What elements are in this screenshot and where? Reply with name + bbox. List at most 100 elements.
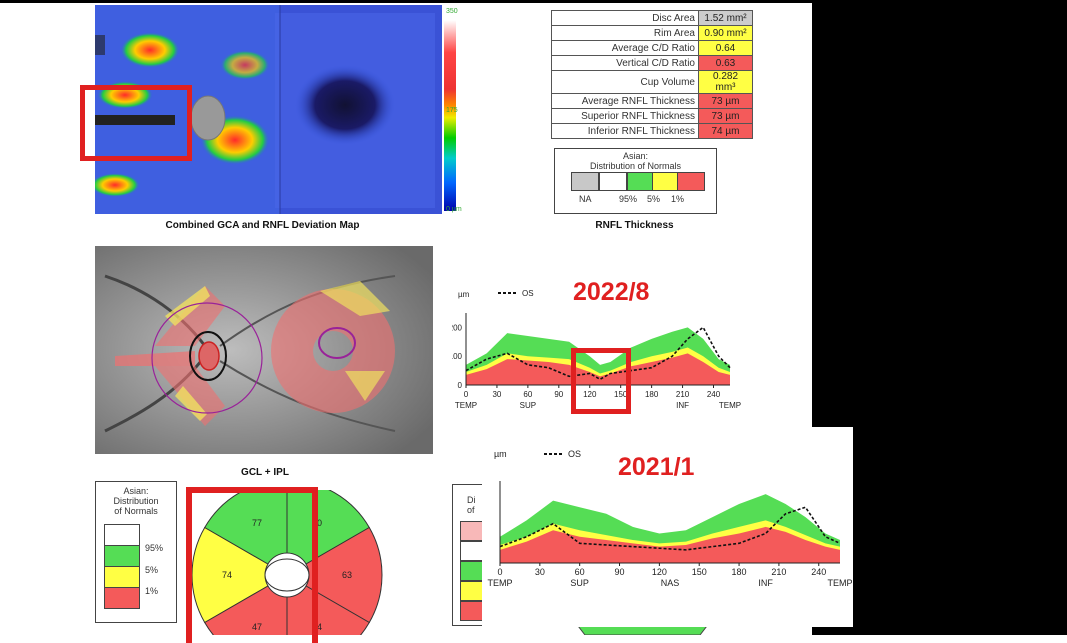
legend-os-label: OS xyxy=(568,449,581,459)
rnfl-row-value: 1.52 mm² xyxy=(698,10,753,26)
x-region-label: TEMP xyxy=(455,401,477,410)
x-tick-label: 240 xyxy=(707,390,721,399)
y-unit-label: µm xyxy=(494,449,507,459)
date-label-2022: 2022/8 xyxy=(573,278,650,306)
gcl-label-5: 5% xyxy=(145,565,159,575)
rnfl-row-label: Inferior RNFL Thickness xyxy=(551,123,699,139)
gcl-sector-value: 63 xyxy=(342,570,352,580)
rnfl-row-label: Average C/D Ratio xyxy=(551,40,699,56)
x-tick-label: 180 xyxy=(732,567,747,577)
gcl-sector-value: 47 xyxy=(252,622,262,632)
rnfl-row-value: 0.63 xyxy=(698,55,753,71)
x-tick-label: 240 xyxy=(811,567,826,577)
os-series-line xyxy=(499,506,841,551)
rnfl-row-label: Average RNFL Thickness xyxy=(551,93,699,109)
x-region-label: SUP xyxy=(570,578,589,588)
x-region-label: TEMP xyxy=(487,578,512,588)
x-tick-label: 90 xyxy=(554,390,563,399)
deviation-map-highlight-box xyxy=(80,85,192,161)
gcl-swatch-white xyxy=(104,524,140,546)
x-region-label: TEMP xyxy=(719,401,741,410)
x-tick-label: 30 xyxy=(535,567,545,577)
legend-label-na: NA xyxy=(579,194,592,204)
x-region-label: INF xyxy=(676,401,689,410)
gcl-swatch-green xyxy=(104,545,140,567)
gcl-center-hole xyxy=(264,558,310,592)
y-tick-label: 200 xyxy=(452,323,463,332)
swatch-5 xyxy=(627,172,653,191)
rnfl-row-value: 74 µm xyxy=(698,123,753,139)
table-row: Vertical C/D Ratio 0.63 xyxy=(551,55,753,71)
red-band xyxy=(500,526,840,563)
x-tick-label: 180 xyxy=(645,390,659,399)
table-row: Superior RNFL Thickness 73 µm xyxy=(551,108,753,124)
right-black-panel xyxy=(812,3,1067,635)
partial-legend-of: of xyxy=(467,505,475,515)
deviation-map xyxy=(95,5,442,214)
os-series-line xyxy=(465,326,731,381)
rnfl-chart-2022: 0 30 60 90 120 150 180 210 240 0 100 200 TEMP SUP INF T… xyxy=(449,283,742,413)
table-row: Cup Volume 0.282 mm³ xyxy=(551,70,753,94)
swatch-95 xyxy=(599,172,627,191)
rnfl-parameters-table: Disc Area 1.52 mm² Rim Area 0.90 mm² Average… xyxy=(551,10,753,139)
legend-os-label: OS xyxy=(522,289,534,298)
gcl-sector-value: 74 xyxy=(222,570,232,580)
rnfl-legend: Asian: Distribution of Normals NA 95% 5%… xyxy=(554,148,717,214)
top-black-bar xyxy=(0,0,1067,3)
x-tick-label: 150 xyxy=(614,390,628,399)
x-tick-label: 0 xyxy=(497,567,502,577)
x-tick-label: 60 xyxy=(523,390,532,399)
rnfl-row-label: Vertical C/D Ratio xyxy=(551,55,699,71)
gcl-ipl-caption: GCL + IPL xyxy=(241,467,289,478)
table-row: Disc Area 1.52 mm² xyxy=(551,10,753,26)
table-row: Rim Area 0.90 mm² xyxy=(551,25,753,41)
scale-label-mid: 175 xyxy=(446,107,458,114)
chart-2022-highlight-box xyxy=(571,348,631,414)
thickness-color-scale xyxy=(444,8,456,211)
x-region-label: TEMP xyxy=(827,578,852,588)
rnfl-row-label: Rim Area xyxy=(551,25,699,41)
rnfl-row-value: 73 µm xyxy=(698,108,753,124)
gcl-legend: Asian: Distribution of Normals 95% 5% 1% xyxy=(95,481,177,623)
rnfl-row-value: 0.90 mm² xyxy=(698,25,753,41)
rnfl-row-value: 73 µm xyxy=(698,93,753,109)
x-tick-label: 0 xyxy=(464,390,469,399)
x-region-label: INF xyxy=(758,578,773,588)
rnfl-chart-2021-panel: 0 30 60 90 120 150 180 210 240 TEMP SUP NAS INF TEMP µ… xyxy=(482,427,853,627)
deviation-map-caption: Combined GCA and RNFL Deviation Map xyxy=(165,220,360,231)
x-region-label: SUP xyxy=(520,401,536,410)
y-tick-label: 0 xyxy=(458,381,463,390)
rnfl-legend-title-1: Asian: xyxy=(622,151,648,161)
gcl-sector-value: 77 xyxy=(252,518,262,528)
x-tick-label: 60 xyxy=(575,567,585,577)
rnfl-row-value: 0.64 xyxy=(698,40,753,56)
scale-label-top: 350 xyxy=(446,8,458,15)
table-row: Average RNFL Thickness 73 µm xyxy=(551,93,753,109)
legend-label-1: 1% xyxy=(671,194,685,204)
x-tick-label: 210 xyxy=(771,567,786,577)
y-tick-label: 100 xyxy=(452,352,463,361)
x-tick-label: 90 xyxy=(615,567,625,577)
swatch-na xyxy=(571,172,599,191)
x-region-label: NAS xyxy=(661,578,680,588)
table-row: Average C/D Ratio 0.64 xyxy=(551,40,753,56)
partial-legend-di: Di xyxy=(467,495,476,505)
fundus-image xyxy=(95,246,433,454)
gcl-swatch-red xyxy=(104,587,140,609)
rnfl-row-label: Superior RNFL Thickness xyxy=(551,108,699,124)
table-row: Inferior RNFL Thickness 74 µm xyxy=(551,123,753,139)
x-tick-label: 150 xyxy=(692,567,707,577)
gcl-swatch-yellow xyxy=(104,566,140,588)
x-tick-label: 30 xyxy=(492,390,501,399)
legend-label-95: 95% xyxy=(619,194,638,204)
gcl-highlight-box xyxy=(186,487,318,643)
gcl-label-95: 95% xyxy=(145,543,164,553)
rnfl-row-label: Cup Volume xyxy=(551,70,699,94)
x-tick-label: 210 xyxy=(676,390,690,399)
date-label-2021: 2021/1 xyxy=(618,453,695,481)
rnfl-caption: RNFL Thickness xyxy=(595,220,674,231)
gcl-legend-title-2: Distribution xyxy=(113,496,159,506)
y-unit-label: µm xyxy=(458,290,470,299)
gcl-label-1: 1% xyxy=(145,586,159,596)
swatch-1 xyxy=(652,172,678,191)
